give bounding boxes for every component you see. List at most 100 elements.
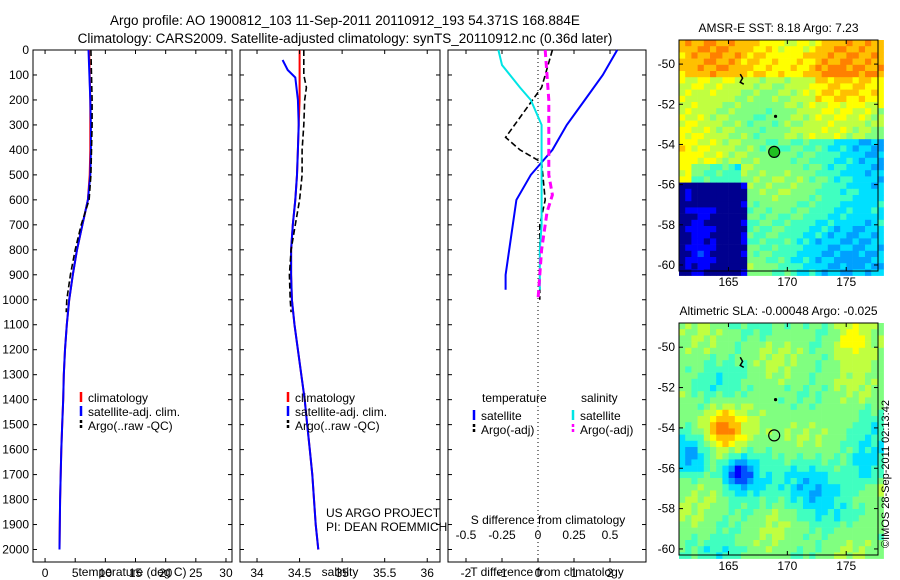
map-cell	[834, 64, 841, 72]
map-cell	[691, 409, 698, 417]
map-cell	[710, 378, 717, 386]
map-cell	[722, 120, 729, 128]
map-cell	[790, 102, 798, 109]
map-cell	[697, 102, 705, 109]
map-cell	[685, 509, 692, 516]
map-cell	[778, 52, 785, 59]
map-cell	[809, 447, 816, 454]
map-cell	[753, 440, 760, 448]
map-cell	[741, 58, 748, 66]
legend-label: Argo(-adj)	[580, 423, 633, 437]
map-cell	[747, 164, 754, 171]
map-cell	[710, 341, 717, 349]
map-cell	[710, 232, 717, 239]
map-cell	[703, 170, 711, 177]
map-cell	[734, 453, 742, 460]
map-cell	[834, 108, 841, 115]
map-cell	[846, 471, 853, 479]
map-cell	[858, 465, 866, 473]
map-cell	[765, 509, 773, 516]
map-cell	[722, 484, 729, 491]
map-cell	[858, 360, 866, 367]
map-cell	[710, 263, 717, 270]
map-cell	[710, 207, 717, 214]
map-cell	[846, 360, 853, 367]
map-cell	[765, 447, 773, 454]
map-cell	[685, 459, 692, 466]
map-cell	[728, 244, 736, 252]
map-cell	[852, 219, 860, 227]
map-cell	[821, 157, 829, 165]
map-cell	[722, 521, 729, 528]
map-cell	[734, 95, 742, 103]
map-cell	[722, 151, 729, 159]
map-cell	[697, 546, 705, 553]
map-cell	[834, 341, 841, 349]
map-cell	[703, 207, 711, 214]
map-title: AMSR-E SST: 8.18 Argo: 7.23	[698, 21, 858, 35]
map-cell	[809, 354, 816, 361]
map-cell	[722, 52, 729, 59]
map-cell	[679, 126, 686, 134]
map-cell	[784, 335, 791, 342]
map-cell	[858, 157, 866, 165]
map-cell	[765, 323, 773, 330]
map-cell	[821, 546, 829, 553]
map-cell	[871, 176, 878, 183]
map-cell	[858, 478, 866, 485]
map-cell	[772, 238, 779, 245]
map-cell	[679, 502, 686, 510]
sla-map-panel: Altimetric SLA: -0.00048 Argo: -0.025-50…	[658, 304, 884, 573]
map-cell	[852, 83, 860, 90]
map-cell	[728, 552, 736, 559]
map-cell	[710, 447, 717, 454]
map-cell	[703, 422, 711, 429]
map-cell	[852, 372, 860, 380]
map-cell	[821, 58, 829, 66]
map-cell	[765, 95, 773, 103]
map-cell	[697, 126, 705, 134]
map-cell	[710, 164, 717, 171]
x-tick-label: 1	[571, 566, 578, 580]
y-tick-label: 1000	[2, 293, 29, 307]
map-cell	[679, 385, 686, 392]
map-cell	[796, 335, 804, 342]
map-cell	[703, 77, 711, 84]
map-cell	[852, 195, 860, 202]
map-cell	[852, 527, 860, 535]
map-cell	[852, 238, 860, 245]
map-cell	[858, 533, 866, 541]
map-cell	[877, 114, 884, 121]
map-cell	[716, 397, 723, 404]
map-cell	[784, 102, 791, 109]
map-cell	[778, 354, 785, 361]
map-cell	[778, 434, 785, 442]
map-cell	[865, 226, 872, 233]
map-cell	[790, 83, 798, 90]
map-cell	[772, 219, 779, 227]
map-cell	[703, 64, 711, 72]
map-cell	[790, 453, 798, 460]
map-cell	[790, 502, 798, 510]
map-cell	[728, 533, 736, 541]
map-cell	[759, 201, 767, 208]
map-cell	[871, 447, 878, 454]
map-cell	[697, 484, 705, 491]
lat-tick-label: -60	[658, 258, 676, 272]
map-cell	[679, 269, 686, 276]
map-cell	[784, 164, 791, 171]
map-cell	[846, 502, 853, 510]
map-cell	[803, 58, 810, 66]
map-cell	[840, 263, 847, 270]
map-cell	[734, 182, 742, 190]
x-axis-label: temperature (deg C)	[78, 565, 186, 579]
map-cell	[685, 52, 692, 59]
map-cell	[865, 409, 872, 417]
map-cell	[865, 471, 872, 479]
map-cell	[753, 139, 760, 146]
map-cell	[846, 490, 853, 497]
map-cell	[703, 465, 711, 473]
map-cell	[865, 257, 872, 264]
map-cell	[834, 207, 841, 214]
map-cell	[716, 434, 723, 442]
